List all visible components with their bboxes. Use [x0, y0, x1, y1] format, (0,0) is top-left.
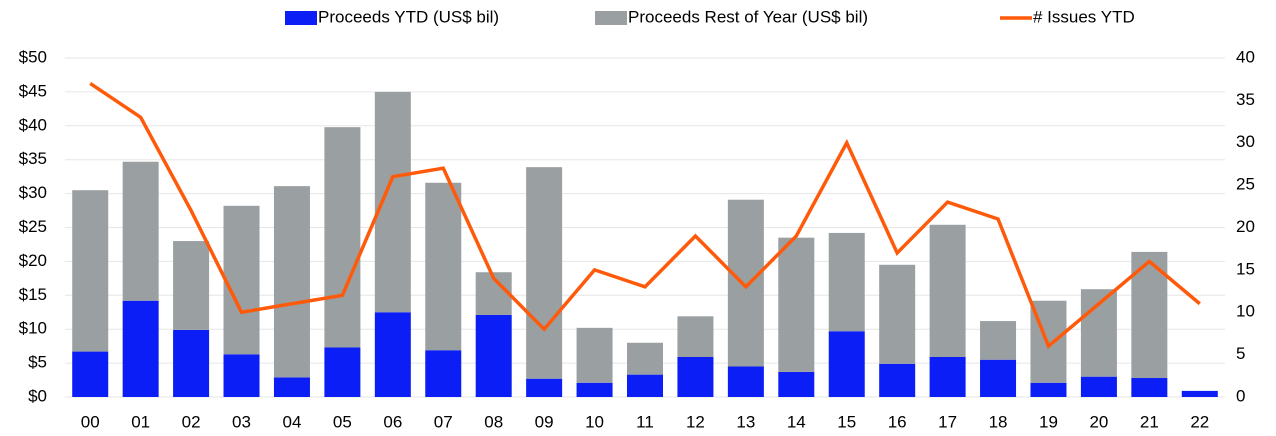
y-tick-label: $45 [19, 81, 47, 100]
bar [727, 366, 764, 397]
x-tick-label: 13 [736, 412, 755, 431]
y2-tick-label: 5 [1236, 344, 1245, 363]
bar [980, 359, 1017, 397]
bar [576, 327, 613, 383]
bar [627, 374, 663, 397]
bar [273, 377, 310, 397]
bar [273, 186, 310, 378]
y-tick-label: $15 [19, 285, 47, 304]
bar [526, 167, 563, 379]
x-tick-label: 15 [837, 412, 856, 431]
y-tick-label: $50 [19, 47, 47, 66]
y-tick-label: $35 [19, 149, 47, 168]
bar [122, 300, 159, 397]
bar [778, 237, 815, 372]
x-tick-label: 17 [938, 412, 957, 431]
y-tick-label: $0 [28, 386, 47, 405]
bar [324, 347, 361, 397]
bar [526, 378, 563, 397]
x-tick-label: 11 [636, 412, 654, 431]
y2-tick-label: 25 [1236, 175, 1255, 194]
y2-tick-label: 20 [1236, 217, 1255, 236]
bar [1181, 390, 1218, 397]
x-tick-label: 02 [182, 412, 201, 431]
y-tick-label: $20 [19, 251, 47, 270]
x-tick-label: 21 [1140, 412, 1159, 431]
bar [980, 321, 1017, 360]
bar [828, 232, 865, 332]
bar [929, 356, 966, 397]
bar [627, 342, 663, 375]
bar [828, 331, 865, 397]
x-tick-label: 09 [535, 412, 554, 431]
legend-label: Proceeds YTD (US$ bil) [318, 7, 499, 26]
legend-label: # Issues YTD [1033, 7, 1135, 26]
x-tick-label: 04 [282, 412, 301, 431]
x-tick-label: 07 [434, 412, 453, 431]
x-tick-label: 03 [232, 412, 251, 431]
y2-tick-label: 10 [1236, 302, 1255, 321]
bar [879, 363, 916, 397]
bar [72, 351, 109, 397]
y2-tick-label: 30 [1236, 132, 1255, 151]
y-tick-label: $30 [19, 183, 47, 202]
x-tick-label: 20 [1089, 412, 1108, 431]
bar [122, 161, 159, 301]
legend-label: Proceeds Rest of Year (US$ bil) [628, 7, 868, 26]
bar [324, 127, 361, 348]
x-tick-label: 19 [1039, 412, 1058, 431]
legend-swatch [595, 11, 627, 25]
bar [425, 350, 462, 397]
bar [1030, 382, 1067, 397]
y2-tick-label: 0 [1236, 386, 1245, 405]
y2-tick-label: 40 [1236, 47, 1255, 66]
legend-swatch [285, 11, 317, 25]
y2-tick-label: 15 [1236, 259, 1255, 278]
bar [223, 205, 260, 355]
bar [778, 371, 815, 397]
bar [72, 190, 109, 352]
bar [425, 182, 462, 351]
y-tick-label: $10 [19, 319, 47, 338]
bar [677, 316, 714, 357]
x-tick-label: 16 [888, 412, 907, 431]
bar [374, 312, 411, 397]
bar [727, 199, 764, 367]
x-tick-label: 01 [131, 412, 150, 431]
y-tick-label: $5 [28, 353, 47, 372]
x-tick-label: 05 [333, 412, 352, 431]
bar [677, 356, 714, 397]
x-tick-label: 06 [383, 412, 402, 431]
x-tick-label: 00 [81, 412, 100, 431]
y-tick-label: $25 [19, 217, 47, 236]
x-tick-label: 14 [787, 412, 806, 431]
line [89, 81, 1201, 350]
x-tick-label: 08 [484, 412, 503, 431]
bar [173, 241, 210, 330]
x-tick-label: 22 [1190, 412, 1209, 431]
bar [1131, 378, 1168, 397]
y-tick-label: $40 [19, 115, 47, 134]
bar [223, 354, 260, 397]
bar [173, 329, 210, 397]
bar [1080, 376, 1117, 397]
bar [929, 224, 966, 357]
x-tick-label: 18 [989, 412, 1008, 431]
bar [576, 382, 613, 397]
x-tick-label: 12 [686, 412, 705, 431]
y2-tick-label: 35 [1236, 90, 1255, 109]
bar [879, 264, 916, 364]
bar [475, 314, 512, 397]
x-tick-label: 10 [585, 412, 604, 431]
